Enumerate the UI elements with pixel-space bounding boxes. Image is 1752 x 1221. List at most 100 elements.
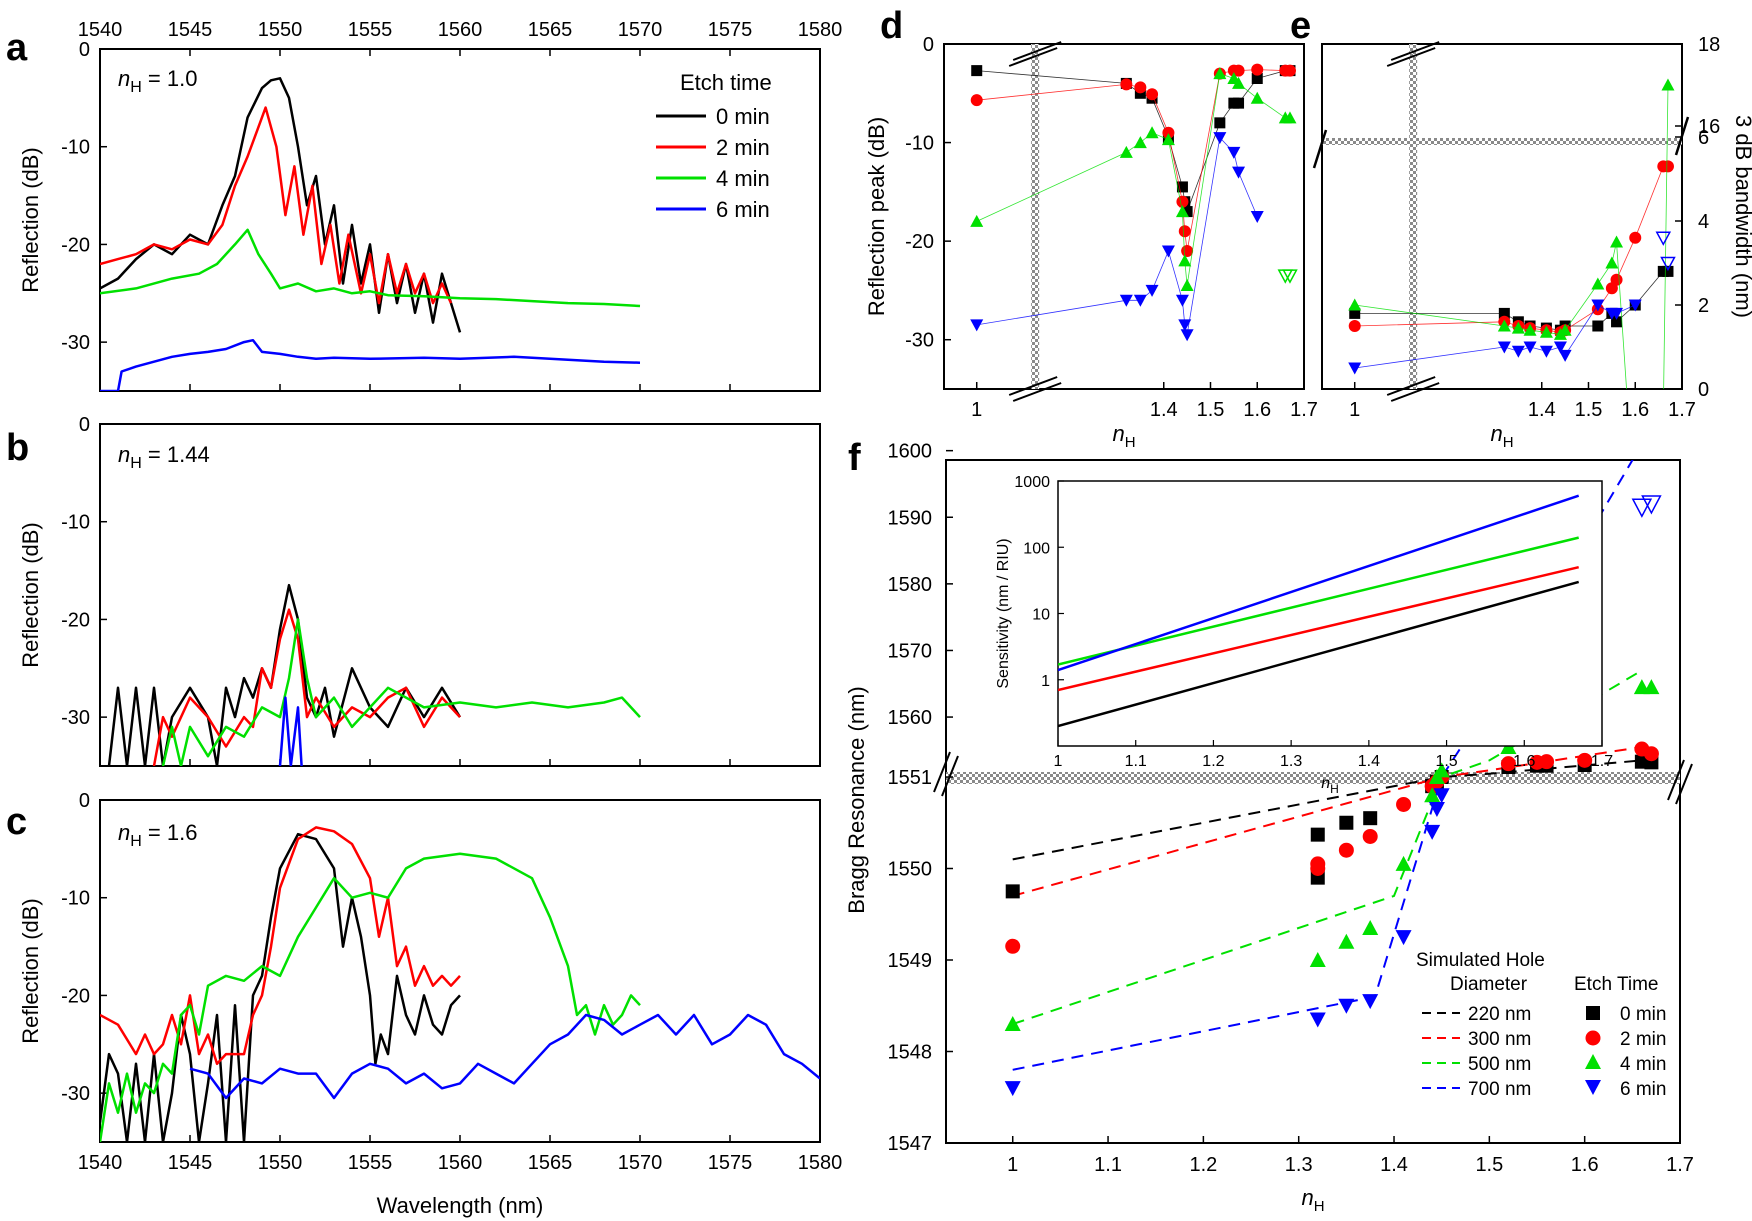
xtick-label-f: 1 [1007,1154,1018,1176]
legend-etch-time-title: Etch time [680,70,772,95]
data-point-d [1133,136,1147,149]
xtick-label-c: 1575 [708,1152,753,1174]
data-point-e [1348,362,1362,375]
xtick-top-label-a: 1580 [798,19,843,41]
data-point-e [1539,345,1553,358]
inset-line-220nm [1058,580,1580,728]
data-point-d [1175,294,1189,307]
data-point-f [1500,756,1516,772]
ytick-label-d: 0 [923,34,934,56]
data-point-e [1662,265,1674,277]
xtick-label-inset: 1.7 [1591,753,1613,770]
series-line-b-6min [278,696,303,766]
ytick-label-f: 1548 [888,1042,933,1064]
xtick-label-f: 1.7 [1666,1154,1694,1176]
ytick-label-c: 0 [79,790,90,812]
data-point-f [1396,796,1412,812]
data-point-d [970,319,984,332]
legend-f-marker-2min [1585,1030,1601,1046]
data-point-e [1498,307,1510,319]
data-point-f [1004,1016,1021,1032]
data-point-d [1120,78,1133,91]
series-group-c [100,826,820,1142]
ytick-label-f: 1580 [888,574,933,596]
xtick-label-c: 1550 [258,1152,303,1174]
data-point-f [1338,933,1355,949]
ylabel-e: 3 dB bandwidth (nm) [1731,115,1752,318]
ylabel-c: Reflection (dB) [18,898,43,1044]
data-point-d [1181,245,1194,257]
legend-f-label-500: 500 nm [1468,1054,1531,1075]
data-point-d [1175,205,1189,218]
ytick-label-inset: 1000 [1014,474,1050,491]
data-point-d [1161,245,1175,258]
data-point-e [1539,325,1553,338]
ytick-label-e: 2 [1698,295,1709,317]
data-point-e [1610,235,1624,248]
xtick-top-label-a: 1545 [168,19,213,41]
data-point-e [1348,320,1361,332]
data-point-f [1310,827,1325,842]
hatch-band-horizontal-f [946,772,1680,784]
panel-label-a: a [6,27,28,69]
xtick-label-e: 1 [1349,399,1360,421]
data-point-f [1338,998,1355,1014]
xlabel-f: nH [1301,1185,1324,1215]
ytick-label-d: -20 [905,231,934,253]
legend-f-label-2min: 2 min [1620,1029,1666,1050]
xtick-top-label-a: 1575 [708,19,753,41]
series-line-b-4min [161,618,641,766]
xtick-label-d: 1.6 [1243,399,1271,421]
ytick-label-e: 16 [1698,116,1720,138]
xtick-top-label-a: 1560 [438,19,483,41]
data-point-e [1628,299,1642,312]
axes-frame-inset [1057,480,1603,747]
xlabel-c: Wavelength (nm) [377,1193,544,1218]
ytick-label-c: -10 [61,888,90,910]
panel-label-b: b [6,427,29,469]
data-point-f [1433,788,1450,804]
legend-f-label-4min: 4 min [1620,1054,1666,1075]
ytick-label-d: -30 [905,330,934,352]
ytick-label-inset: 100 [1023,540,1050,557]
data-point-f [1005,884,1020,899]
xtick-label-e: 1.5 [1575,399,1603,421]
axes-frame-f [945,459,1681,1144]
series-group-e [1348,78,1676,389]
axes-frame-d [943,43,1305,390]
data-point-f [1631,498,1653,518]
xtick-label-f: 1.5 [1475,1154,1503,1176]
data-point-f [1577,752,1593,768]
data-point-d [1176,181,1188,193]
xtick-label-f: 1.4 [1380,1154,1408,1176]
data-point-e [1591,299,1605,312]
data-point-d [1119,145,1133,158]
data-point-e [1661,160,1674,173]
xtick-top-label-a: 1570 [618,19,663,41]
data-point-e [1497,319,1511,332]
ytick-label-f: 1549 [888,950,933,972]
xtick-label-c: 1570 [618,1152,663,1174]
ytick-label-f: 1600 [888,441,933,463]
panel-label-c: c [6,801,27,843]
data-point-e [1661,78,1675,91]
axis-break-right-f [1667,759,1693,805]
data-point-f [1641,495,1662,515]
ytick-label-e: 4 [1698,211,1709,233]
data-point-d [1250,91,1264,104]
data-point-d [1178,225,1191,238]
ytick-label-d: -10 [905,133,934,155]
data-point-f [1395,855,1412,871]
xtick-label-f: 1.1 [1094,1154,1122,1176]
legend-f-marker-6min [1585,1080,1601,1095]
data-point-e [1605,256,1619,269]
ytick-label-f: 1560 [888,707,933,729]
data-point-f [1643,746,1659,762]
xlabel-inset: nH [1321,775,1339,796]
legend-label-6min: 6 min [716,197,770,222]
ytick-label-b: -30 [61,707,90,729]
data-point-d [971,65,983,77]
xtick-label-f: 1.3 [1285,1154,1313,1176]
legend-label-2min: 2 min [716,135,770,160]
panel-label-d: d [880,5,903,47]
